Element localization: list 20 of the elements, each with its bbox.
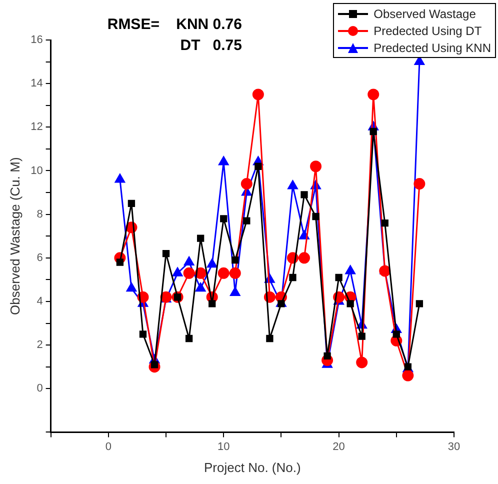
legend-label: Predected Using DT bbox=[374, 24, 482, 38]
y-tick-label: 14 bbox=[30, 78, 43, 90]
y-axis-title: Observed Wastage (Cu. M) bbox=[7, 157, 22, 315]
x-tick-label: 30 bbox=[448, 440, 460, 453]
annotation: DT 0.75 bbox=[180, 37, 242, 54]
legend-label: Predected Using KNN bbox=[374, 40, 491, 54]
y-tick-label: 8 bbox=[36, 208, 43, 220]
y-tick-label: 2 bbox=[36, 339, 43, 352]
y-tick-label: 16 bbox=[30, 34, 43, 46]
y-tick-label: 10 bbox=[30, 164, 43, 177]
x-axis-title: Project No. (No.) bbox=[204, 460, 301, 475]
y-tick-label: 4 bbox=[36, 296, 43, 308]
legend-label: Observed Wastage bbox=[374, 6, 476, 20]
text: RMSE= KNN 0.76 bbox=[107, 16, 242, 34]
x-tick-label: 10 bbox=[217, 440, 230, 453]
y-tick-label: 12 bbox=[30, 121, 43, 134]
x-tick-label: 0 bbox=[105, 440, 112, 453]
y-tick-label: 6 bbox=[36, 252, 43, 264]
y-tick-label: 0 bbox=[36, 382, 43, 395]
x-tick-label: 20 bbox=[332, 440, 345, 453]
